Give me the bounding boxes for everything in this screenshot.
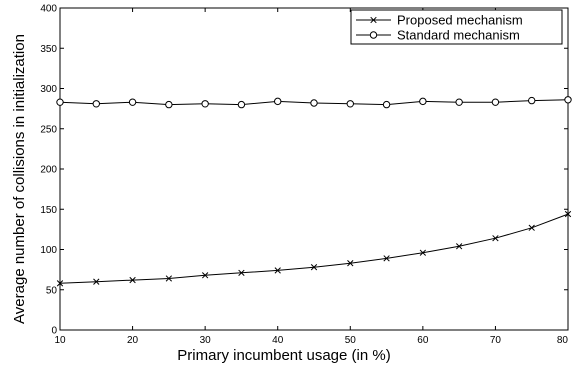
data-point-2: [455, 98, 463, 106]
data-point-2: [274, 97, 282, 106]
x-tick-label: 50: [345, 335, 357, 346]
data-point-2: [165, 100, 173, 109]
x-tick-label: 70: [490, 335, 502, 346]
data-point-1: [201, 272, 209, 279]
y-tick-label: 0: [51, 326, 57, 337]
plot-area: 0 50 100 150 200 250 300 350 400 10 20 30 40 50 60 70 80: [40, 4, 572, 346]
legend-label-2: Standard mechanism: [397, 28, 520, 43]
data-point-1: [528, 224, 535, 231]
y-tick-label: 400: [40, 4, 57, 15]
data-point-1: [383, 255, 390, 262]
data-point-1: [492, 235, 499, 242]
legend-marker-1: [370, 16, 377, 24]
x-tick-label: 40: [272, 335, 284, 346]
data-point-2: [528, 96, 536, 105]
data-point-1: [56, 280, 64, 287]
y-tick-label: 150: [40, 205, 57, 216]
x-tick-label: 80: [557, 335, 569, 346]
x-tick-label: 60: [417, 335, 429, 346]
x-tick-label: 30: [200, 335, 212, 346]
data-point-2: [201, 100, 209, 108]
data-point-2: [128, 98, 137, 106]
y-axis-label: Average number of collisions in initiali…: [11, 34, 28, 324]
data-point-1: [419, 249, 427, 256]
y-tick-label: 250: [40, 124, 57, 135]
x-tick-label: 20: [127, 335, 139, 346]
data-point-2: [346, 100, 354, 108]
data-point-2: [491, 98, 500, 106]
data-point-2: [310, 99, 318, 107]
x-axis-label: Primary incumbent usage (in %): [177, 347, 390, 364]
data-point-1: [310, 264, 318, 271]
data-point-1: [455, 243, 463, 250]
data-point-1: [238, 269, 245, 276]
data-point-2: [237, 100, 246, 109]
y-tick-label: 50: [46, 285, 58, 296]
series-line-1: [59, 213, 569, 284]
y-tick-label: 100: [40, 245, 57, 256]
y-tick-label: 200: [40, 165, 57, 176]
legend-label-1: Proposed mechanism: [397, 13, 523, 28]
data-point-1: [129, 276, 136, 284]
data-point-1: [274, 267, 281, 274]
y-tick-label: 300: [40, 84, 57, 95]
x-tick-label: 10: [54, 335, 66, 346]
data-point-2: [419, 97, 427, 106]
legend-box: [350, 9, 563, 45]
data-point-1: [93, 278, 100, 285]
plot-frame: [59, 7, 569, 331]
data-point-1: [564, 210, 572, 218]
data-point-2: [564, 96, 572, 104]
data-point-2: [382, 100, 391, 109]
data-point-1: [347, 260, 354, 267]
y-tick-label: 350: [40, 44, 57, 55]
data-point-2: [92, 100, 100, 108]
data-point-1: [165, 275, 173, 282]
legend-marker-2: [369, 31, 378, 39]
data-point-2: [56, 98, 64, 106]
